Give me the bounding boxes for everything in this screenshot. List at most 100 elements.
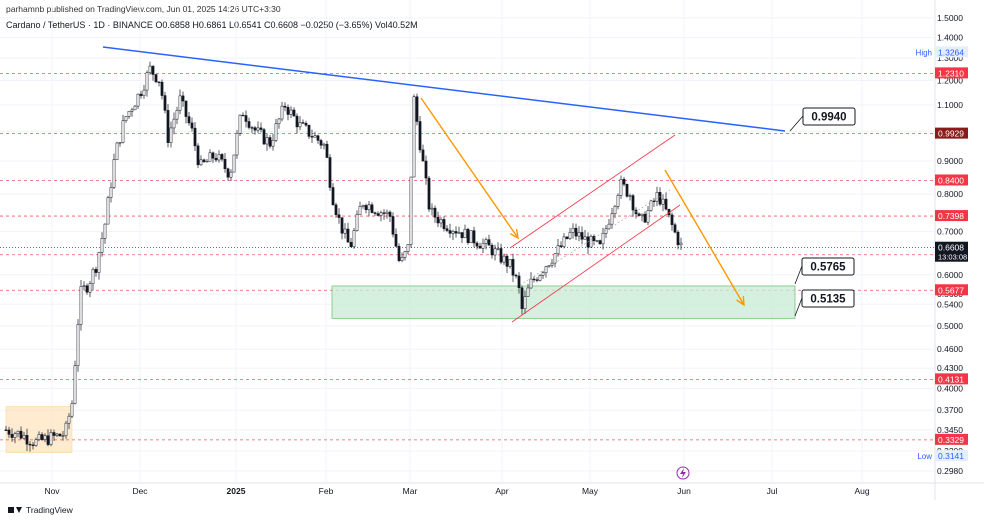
candle-up <box>649 200 653 211</box>
y-tick-label: 1.4000 <box>937 32 963 42</box>
candle-down <box>391 216 395 235</box>
candle-up <box>271 139 275 147</box>
candle-up <box>178 95 182 111</box>
candle-up <box>502 255 506 263</box>
candle-down <box>226 168 230 178</box>
candle-up <box>13 433 17 438</box>
x-tick-label: Jul <box>767 486 778 496</box>
candle-down <box>574 227 578 237</box>
candle-down <box>328 157 332 188</box>
candle-down <box>625 184 629 197</box>
candle-down <box>397 246 401 261</box>
level-price-tag <box>935 67 968 79</box>
candle-up <box>541 272 545 276</box>
candle-up <box>43 435 47 440</box>
level-price-label: 0.4131 <box>938 374 964 384</box>
candle-down <box>10 434 14 438</box>
y-tick-label: 0.3450 <box>937 425 963 435</box>
high-price-tag <box>935 46 968 58</box>
candle-down <box>472 230 476 244</box>
low-price-label: 0.3141 <box>938 451 964 461</box>
down-arrow-projection-head <box>736 295 745 307</box>
candle-down <box>193 127 197 147</box>
candle-down <box>319 140 323 146</box>
candle-down <box>28 443 32 446</box>
candle-down <box>346 228 350 243</box>
candle-down <box>382 212 386 214</box>
candle-down <box>658 192 662 205</box>
candle-down <box>157 81 161 83</box>
candle-down <box>673 224 677 233</box>
candle-up <box>508 259 512 267</box>
candle-up <box>175 110 179 120</box>
candle-down <box>139 93 143 96</box>
lightning-icon[interactable] <box>676 466 690 480</box>
channel-mid-line <box>519 189 671 286</box>
candle-up <box>73 365 77 404</box>
candle-up <box>34 439 38 446</box>
candle-down <box>370 204 374 213</box>
candle-down <box>643 213 647 223</box>
candle-up <box>55 433 59 436</box>
candle-down <box>631 195 635 211</box>
candle-down <box>565 236 569 239</box>
candle-up <box>589 236 593 248</box>
candle-up <box>217 154 221 161</box>
range-box <box>5 406 73 453</box>
candle-up <box>493 248 497 256</box>
candle-up <box>556 245 560 255</box>
callout-05135-pointer <box>794 297 803 317</box>
candle-up <box>103 223 107 239</box>
level-price-tag <box>935 210 968 222</box>
level-price-tag <box>935 284 968 296</box>
down-arrow-projection <box>664 169 745 306</box>
candle-down <box>421 149 425 162</box>
candle-down <box>151 65 155 75</box>
candle-up <box>124 116 128 122</box>
candle-down <box>196 145 200 166</box>
candle-up <box>16 430 20 434</box>
candle-up <box>133 105 137 111</box>
candle-down <box>58 433 62 437</box>
countdown-label: 13:03:08 <box>938 253 967 262</box>
candle-up <box>115 142 119 160</box>
candle-down <box>511 259 515 276</box>
candle-up <box>64 422 68 436</box>
y-tick-label: 0.4300 <box>937 363 963 373</box>
candle-up <box>439 219 443 224</box>
candle-up <box>544 266 548 274</box>
candle-up <box>619 179 623 196</box>
price-callouts: 0.9940 0.5765 0.5135 <box>789 107 856 317</box>
candle-up <box>400 257 404 261</box>
price-axis: 1.50001.40001.30001.20001.10001.00000.90… <box>916 13 968 476</box>
candle-up <box>601 233 605 245</box>
level-price-label: 0.7398 <box>938 211 964 221</box>
candle-down <box>181 95 185 102</box>
candle-down <box>310 136 314 138</box>
candle-up <box>595 240 599 242</box>
candle-down <box>394 234 398 247</box>
candle-up <box>313 135 317 138</box>
high-label: High <box>916 48 932 57</box>
candle-down <box>325 143 329 158</box>
candle-down <box>40 434 44 440</box>
symbol-info-line: Cardano / TetherUS · 1D · BINANCE O0.685… <box>6 20 418 30</box>
candle-up <box>274 123 278 141</box>
y-tick-label: 0.2980 <box>937 466 963 476</box>
candle-up <box>412 96 416 178</box>
candle-down <box>220 154 224 160</box>
candle-down <box>442 219 446 229</box>
old-range-box <box>5 406 73 453</box>
candle-up <box>607 223 611 229</box>
candle-up <box>289 109 293 115</box>
candle-up <box>568 232 572 239</box>
candle-up <box>118 142 122 144</box>
candle-down <box>25 435 29 445</box>
candle-down <box>241 114 245 117</box>
candles <box>4 61 683 452</box>
callout-0994-pointer <box>789 115 804 132</box>
level-price-label: 0.3329 <box>938 435 964 445</box>
candle-down <box>475 242 479 247</box>
candle-down <box>466 228 470 243</box>
